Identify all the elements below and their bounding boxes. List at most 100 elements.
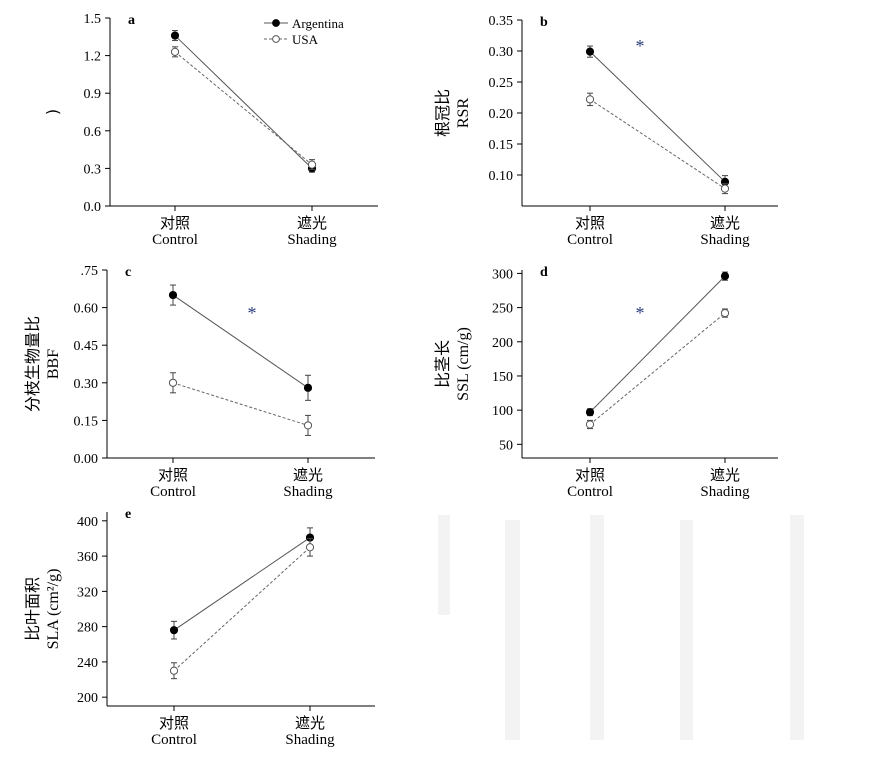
y-tick-label: 1.2 bbox=[84, 50, 102, 65]
x-tick-label: Control bbox=[150, 484, 196, 500]
y-tick-label: 0.45 bbox=[74, 339, 99, 354]
y-tick-label: 50 bbox=[499, 438, 513, 453]
y-axis-label-en: RSR bbox=[455, 98, 472, 129]
y-tick-label: 0.60 bbox=[74, 302, 99, 317]
series-line-argentina bbox=[589, 275, 726, 413]
data-point-argentina bbox=[585, 408, 595, 417]
significance-marker: * bbox=[248, 303, 257, 323]
x-tick-label-cn: 遮光 bbox=[295, 714, 325, 732]
x-tick-label: Control bbox=[567, 484, 613, 500]
y-axis-label: ) bbox=[43, 109, 62, 115]
x-tick-label: Shading bbox=[700, 232, 750, 248]
y-tick-label: 280 bbox=[77, 621, 98, 636]
data-point-argentina bbox=[170, 31, 180, 40]
y-axis-label: 根冠比 RSR bbox=[433, 89, 472, 137]
data-point-usa bbox=[585, 95, 595, 104]
significance-marker: * bbox=[636, 303, 645, 323]
legend-label: USA bbox=[292, 32, 319, 47]
data-point-usa bbox=[303, 421, 313, 430]
y-axis-label-en: SLA (cm²/g) bbox=[45, 569, 62, 650]
series-line-argentina bbox=[589, 51, 726, 183]
y-tick-label: .75 bbox=[81, 264, 99, 279]
data-point-usa bbox=[720, 184, 730, 193]
y-axis-label-en: SSL (cm/g) bbox=[455, 327, 472, 401]
x-tick-label-cn: 遮光 bbox=[297, 214, 327, 232]
data-point-argentina bbox=[720, 272, 730, 281]
y-tick-label: 0.25 bbox=[489, 76, 514, 91]
x-tick-label-cn: 遮光 bbox=[710, 466, 740, 484]
y-tick-label: 400 bbox=[77, 515, 98, 530]
y-axis-label: 分枝生物量比 BBF bbox=[23, 316, 62, 412]
y-tick-label: 0.15 bbox=[74, 414, 99, 429]
x-tick-label-cn: 遮光 bbox=[710, 214, 740, 232]
panel-label: b bbox=[540, 15, 548, 30]
scan-artifact bbox=[438, 515, 450, 615]
y-tick-label: 0.30 bbox=[489, 45, 514, 60]
series-line-usa bbox=[173, 546, 311, 672]
y-tick-label: 250 bbox=[492, 302, 513, 317]
legend-marker bbox=[272, 19, 280, 27]
data-point-usa bbox=[307, 160, 317, 169]
significance-marker: * bbox=[636, 36, 645, 56]
y-tick-label: 320 bbox=[77, 585, 98, 600]
series-line-argentina bbox=[172, 294, 309, 389]
data-point-argentina bbox=[303, 383, 313, 392]
y-tick-label: 0.0 bbox=[84, 200, 102, 215]
x-tick-label-cn: 对照 bbox=[159, 714, 189, 732]
series-line-usa bbox=[174, 51, 313, 166]
data-point-usa bbox=[168, 378, 178, 387]
panel-label: e bbox=[125, 507, 131, 522]
y-tick-label: 200 bbox=[492, 336, 513, 351]
series-line-usa bbox=[589, 98, 726, 190]
series-line-usa bbox=[589, 312, 726, 425]
y-tick-label: 100 bbox=[492, 404, 513, 419]
data-point-usa bbox=[170, 47, 180, 56]
x-tick-label: Shading bbox=[287, 232, 337, 248]
data-point-usa bbox=[169, 666, 179, 675]
y-tick-label: 0.15 bbox=[489, 138, 514, 153]
x-tick-label-cn: 对照 bbox=[160, 214, 190, 232]
scan-artifact bbox=[505, 520, 520, 740]
y-axis-label-cn: 比叶面积 bbox=[23, 577, 42, 641]
data-point-usa bbox=[305, 543, 315, 552]
y-tick-label: 1.5 bbox=[84, 12, 102, 27]
y-axis-label-cn: 分枝生物量比 bbox=[23, 316, 42, 412]
y-tick-label: 0.10 bbox=[489, 169, 514, 184]
y-axis-label-cn: 比茎长 bbox=[433, 340, 452, 388]
x-tick-label-cn: 对照 bbox=[158, 466, 188, 484]
panel-label: d bbox=[540, 265, 548, 280]
panel-label: a bbox=[128, 13, 135, 28]
x-tick-label-cn: 对照 bbox=[575, 214, 605, 232]
series-line-argentina bbox=[174, 35, 313, 169]
y-axis-label: 比茎长 SSL (cm/g) bbox=[433, 327, 472, 401]
y-tick-label: 200 bbox=[77, 691, 98, 706]
x-tick-label: Control bbox=[567, 232, 613, 248]
data-point-argentina bbox=[585, 47, 595, 56]
y-axis-label: 比叶面积 SLA (cm²/g) bbox=[23, 569, 62, 650]
data-point-usa bbox=[720, 308, 730, 318]
y-tick-label: 0.35 bbox=[489, 14, 514, 29]
data-point-argentina bbox=[168, 290, 178, 300]
scan-artifact bbox=[790, 515, 804, 740]
y-axis-label-cn: 根冠比 bbox=[433, 89, 452, 137]
y-tick-label: 0.00 bbox=[74, 452, 99, 467]
legend-label: Argentina bbox=[292, 16, 344, 31]
x-tick-label: Shading bbox=[283, 484, 333, 500]
y-tick-label: 360 bbox=[77, 550, 98, 565]
x-tick-label-cn: 对照 bbox=[575, 466, 605, 484]
x-tick-label: Shading bbox=[700, 484, 750, 500]
y-tick-label: 0.20 bbox=[489, 107, 514, 122]
panel-label: c bbox=[125, 265, 131, 280]
data-point-usa bbox=[585, 420, 595, 429]
y-tick-label: 0.30 bbox=[74, 377, 99, 392]
y-tick-label: 0.9 bbox=[84, 87, 102, 102]
series-line-usa bbox=[172, 382, 309, 426]
y-tick-label: 300 bbox=[492, 267, 513, 282]
x-tick-label: Control bbox=[151, 732, 197, 748]
